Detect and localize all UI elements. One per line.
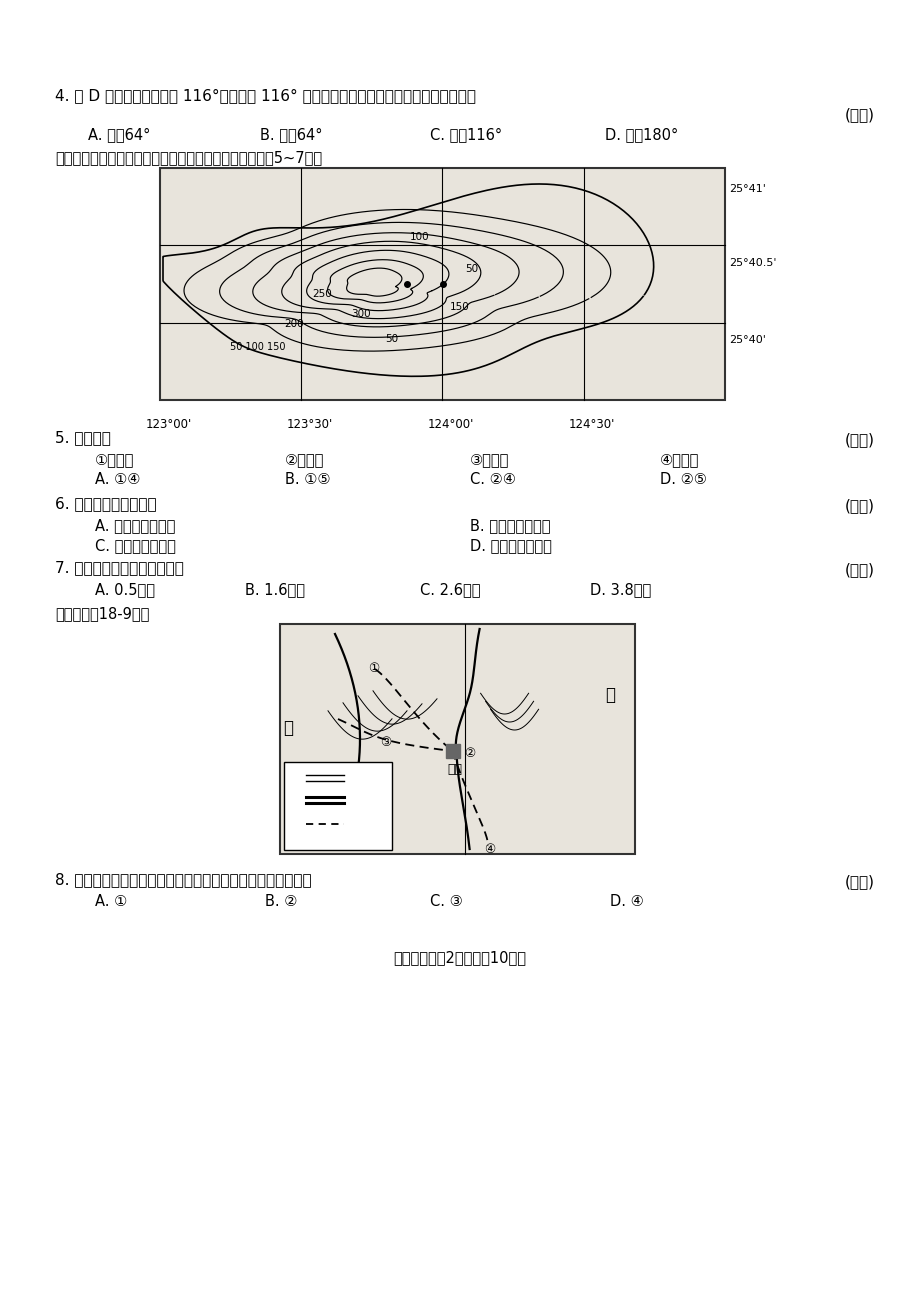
Text: B. 1.6千米: B. 1.6千米 <box>244 582 305 598</box>
Text: 50: 50 <box>384 335 397 344</box>
Text: 图: 图 <box>288 766 294 776</box>
Text: A. 东部高，西部低: A. 东部高，西部低 <box>95 518 176 533</box>
Text: 124°00': 124°00' <box>427 418 474 431</box>
Text: 小镇: 小镇 <box>448 763 462 776</box>
Text: 250: 250 <box>312 289 332 299</box>
Text: 123°00': 123°00' <box>146 418 192 431</box>
Text: C. ③: C. ③ <box>429 894 462 909</box>
Text: 25°40.5': 25°40.5' <box>728 258 776 268</box>
Text: ③北半球: ③北半球 <box>470 452 509 467</box>
Text: A. ①④: A. ①④ <box>95 473 141 487</box>
Text: ②: ② <box>464 747 475 760</box>
Text: 50 100 150: 50 100 150 <box>230 342 285 352</box>
Bar <box>284 762 391 850</box>
Text: C. 南部高，北部低: C. 南部高，北部低 <box>95 538 176 553</box>
Text: 例: 例 <box>288 814 294 824</box>
Text: B. 西经64°: B. 西经64° <box>260 128 323 142</box>
Text: B. 西部陨，东部缓: B. 西部陨，东部缓 <box>470 518 550 533</box>
Text: B. ①⑤: B. ①⑤ <box>285 473 330 487</box>
Text: 下图为我国某岛屿等高线分布图（单位：米）。读图回呈5~7题。: 下图为我国某岛屿等高线分布图（单位：米）。读图回呈5~7题。 <box>55 150 322 165</box>
Text: 甲: 甲 <box>283 719 292 737</box>
Text: 《高二地理第2面，共》10面》: 《高二地理第2面，共》10面》 <box>393 950 526 965</box>
Text: (　　): ( ) <box>844 107 874 122</box>
Bar <box>279 624 634 854</box>
Text: ④南半球: ④南半球 <box>659 452 698 467</box>
Text: D. 3.8千米: D. 3.8千米 <box>589 582 651 598</box>
Text: 4. 若 D 点所处经度为东经 116°，与东经 116° 经线共同组成经线圈的另一条经线的经度是: 4. 若 D 点所处经度为东经 116°，与东经 116° 经线共同组成经线圈的… <box>55 89 475 103</box>
Text: 6. 据图判断该岛的地势: 6. 据图判断该岛的地势 <box>55 496 156 510</box>
Text: A. 0.5千米: A. 0.5千米 <box>95 582 154 598</box>
Text: C. 2.6千米: C. 2.6千米 <box>420 582 480 598</box>
Text: 100: 100 <box>409 232 429 242</box>
Text: D. 西经180°: D. 西经180° <box>605 128 677 142</box>
Text: 150: 150 <box>449 302 469 312</box>
Text: ④: ④ <box>484 842 495 855</box>
Text: 读图，完成18-9题。: 读图，完成18-9题。 <box>55 605 149 621</box>
Text: 8. 图中两条小河的流量相当。进入小镇的引水线最合理的是：: 8. 图中两条小河的流量相当。进入小镇的引水线最合理的是： <box>55 872 312 887</box>
Text: 300: 300 <box>350 309 370 319</box>
Text: ①东半球: ①东半球 <box>95 452 134 467</box>
Text: 河流: 河流 <box>346 790 359 799</box>
Text: B. ②: B. ② <box>265 894 297 909</box>
Text: ②西半球: ②西半球 <box>285 452 324 467</box>
Text: (　　): ( ) <box>844 432 874 447</box>
Text: 25°40': 25°40' <box>728 335 765 345</box>
Text: 乙: 乙 <box>605 686 614 704</box>
Text: C. ②④: C. ②④ <box>470 473 516 487</box>
Text: 123°30': 123°30' <box>287 418 333 431</box>
Text: 7. 据图判断该岛南北宽大约是: 7. 据图判断该岛南北宽大约是 <box>55 560 184 575</box>
Text: (　　): ( ) <box>844 874 874 889</box>
Text: A. 东经64°: A. 东经64° <box>88 128 150 142</box>
Text: 50: 50 <box>464 264 477 273</box>
Text: 25°41': 25°41' <box>728 184 765 194</box>
Text: 等高线: 等高线 <box>346 769 366 780</box>
Text: 5. 该岛位于: 5. 该岛位于 <box>55 430 111 445</box>
Text: (　　): ( ) <box>844 497 874 513</box>
Text: D. ④: D. ④ <box>609 894 643 909</box>
Text: ③: ③ <box>380 736 391 749</box>
Text: ①: ① <box>368 661 379 674</box>
Text: C. 西经116°: C. 西经116° <box>429 128 502 142</box>
Text: 引水线: 引水线 <box>346 816 366 827</box>
Text: D. ②⑤: D. ②⑤ <box>659 473 706 487</box>
Text: A. ①: A. ① <box>95 894 127 909</box>
Text: D. 北部陨，南部缓: D. 北部陨，南部缓 <box>470 538 551 553</box>
Bar <box>160 168 724 400</box>
Text: 200: 200 <box>284 319 304 329</box>
Text: 124°30': 124°30' <box>568 418 615 431</box>
Text: (　　): ( ) <box>844 562 874 577</box>
